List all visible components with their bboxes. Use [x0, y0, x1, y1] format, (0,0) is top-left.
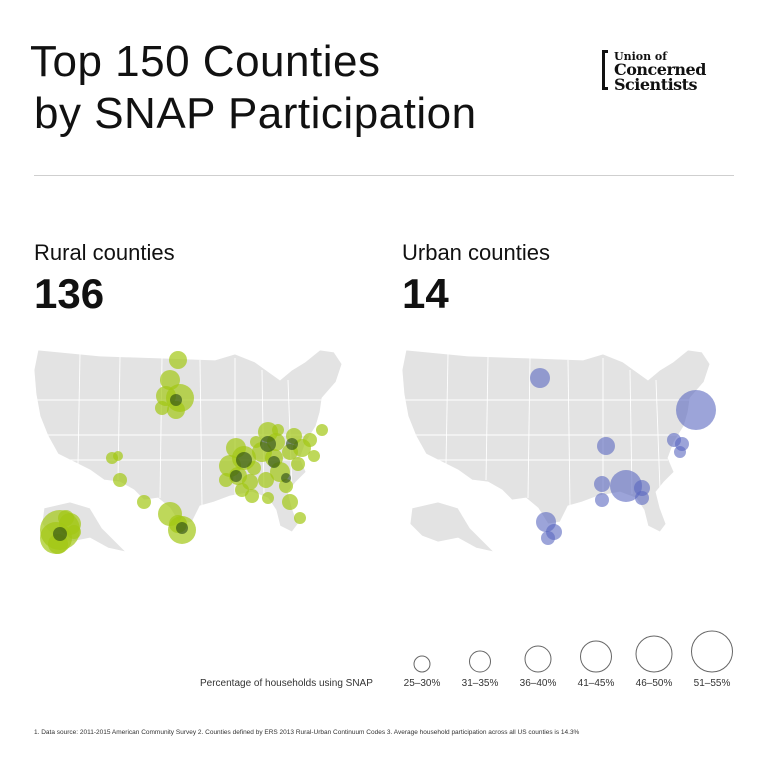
rural-county-bubble-overlap — [176, 522, 188, 534]
rural-county-bubble-overlap — [281, 473, 291, 483]
rural-count: 136 — [34, 270, 105, 317]
legend-circle-2 — [469, 650, 491, 673]
urban-county-bubble — [595, 493, 609, 507]
legend-bin-label: 51–55% — [694, 678, 731, 689]
rural-county-bubble-overlap — [170, 394, 182, 406]
rural-county-bubble-overlap — [260, 436, 276, 452]
urban-counties-map — [401, 349, 716, 553]
title-line-2: by SNAP Participation — [34, 89, 477, 138]
logo-line-1: Union of — [614, 50, 668, 63]
urban-county-bubble — [541, 531, 555, 545]
legend-circle-3 — [524, 645, 552, 673]
rural-county-bubble — [279, 479, 293, 493]
legend-bin-label: 41–45% — [578, 678, 615, 689]
rural-county-bubble-overlap — [286, 438, 298, 450]
rural-label: Rural counties — [34, 240, 175, 265]
rural-county-bubble — [282, 494, 298, 510]
legend-label: Percentage of households using SNAP — [200, 678, 373, 689]
urban-count: 14 — [402, 270, 449, 317]
rural-county-bubble — [258, 472, 274, 488]
legend-circle-1 — [413, 655, 431, 673]
rural-county-bubble — [169, 351, 187, 369]
rural-county-bubble — [167, 401, 185, 419]
footnotes: 1. Data source: 2011-2015 American Commu… — [34, 729, 580, 736]
rural-county-bubble — [294, 512, 306, 524]
rural-counties-map — [33, 349, 343, 554]
urban-county-bubble — [674, 446, 686, 458]
rural-county-bubble — [113, 473, 127, 487]
rural-county-bubble — [291, 457, 305, 471]
rural-county-bubble — [155, 401, 169, 415]
size-legend: Percentage of households using SNAP 25–3… — [200, 630, 733, 689]
rural-county-bubble — [308, 450, 320, 462]
rural-county-bubble — [245, 489, 259, 503]
legend-bin-label: 31–35% — [462, 678, 499, 689]
rural-county-bubble — [250, 436, 262, 448]
urban-county-bubble — [635, 491, 649, 505]
urban-county-bubble — [597, 437, 615, 455]
title-line-1: Top 150 Counties — [30, 37, 381, 86]
rural-county-bubble — [58, 510, 74, 526]
rural-county-bubble — [137, 495, 151, 509]
rural-bubbles — [40, 351, 328, 554]
legend-circle-4 — [580, 640, 612, 673]
rural-county-bubble-overlap — [268, 456, 280, 468]
legend-bin-label: 25–30% — [404, 678, 441, 689]
rural-county-bubble — [316, 424, 328, 436]
rural-county-bubble — [303, 433, 317, 447]
urban-county-bubble — [610, 470, 642, 502]
rural-county-bubble-overlap — [236, 452, 252, 468]
header-divider — [34, 175, 734, 176]
logo-line-2: Concerned — [614, 60, 706, 79]
ucs-logo: Union of Concerned Scientists — [602, 50, 722, 94]
urban-label: Urban counties — [402, 240, 550, 265]
rural-county-bubble — [67, 525, 81, 539]
urban-bubbles — [530, 368, 716, 545]
rural-county-bubble — [219, 473, 233, 487]
rural-county-bubble — [272, 424, 284, 436]
legend-circle-5 — [635, 635, 673, 673]
us-basemap — [401, 349, 711, 553]
rural-county-bubble-overlap — [53, 527, 67, 541]
legend-bin-label: 46–50% — [636, 678, 673, 689]
page-title: Top 150 Counties by SNAP Participation — [30, 36, 477, 140]
urban-county-bubble — [634, 480, 650, 496]
urban-county-bubble — [594, 476, 610, 492]
logo-bracket — [602, 50, 608, 90]
legend-circle-6 — [691, 630, 733, 673]
urban-county-bubble — [676, 390, 716, 430]
rural-county-bubble-overlap — [230, 470, 242, 482]
urban-county-bubble — [530, 368, 550, 388]
legend-bin-label: 36–40% — [520, 678, 557, 689]
rural-county-bubble — [113, 451, 123, 461]
logo-line-3: Scientists — [614, 75, 698, 94]
rural-county-bubble — [262, 492, 274, 504]
